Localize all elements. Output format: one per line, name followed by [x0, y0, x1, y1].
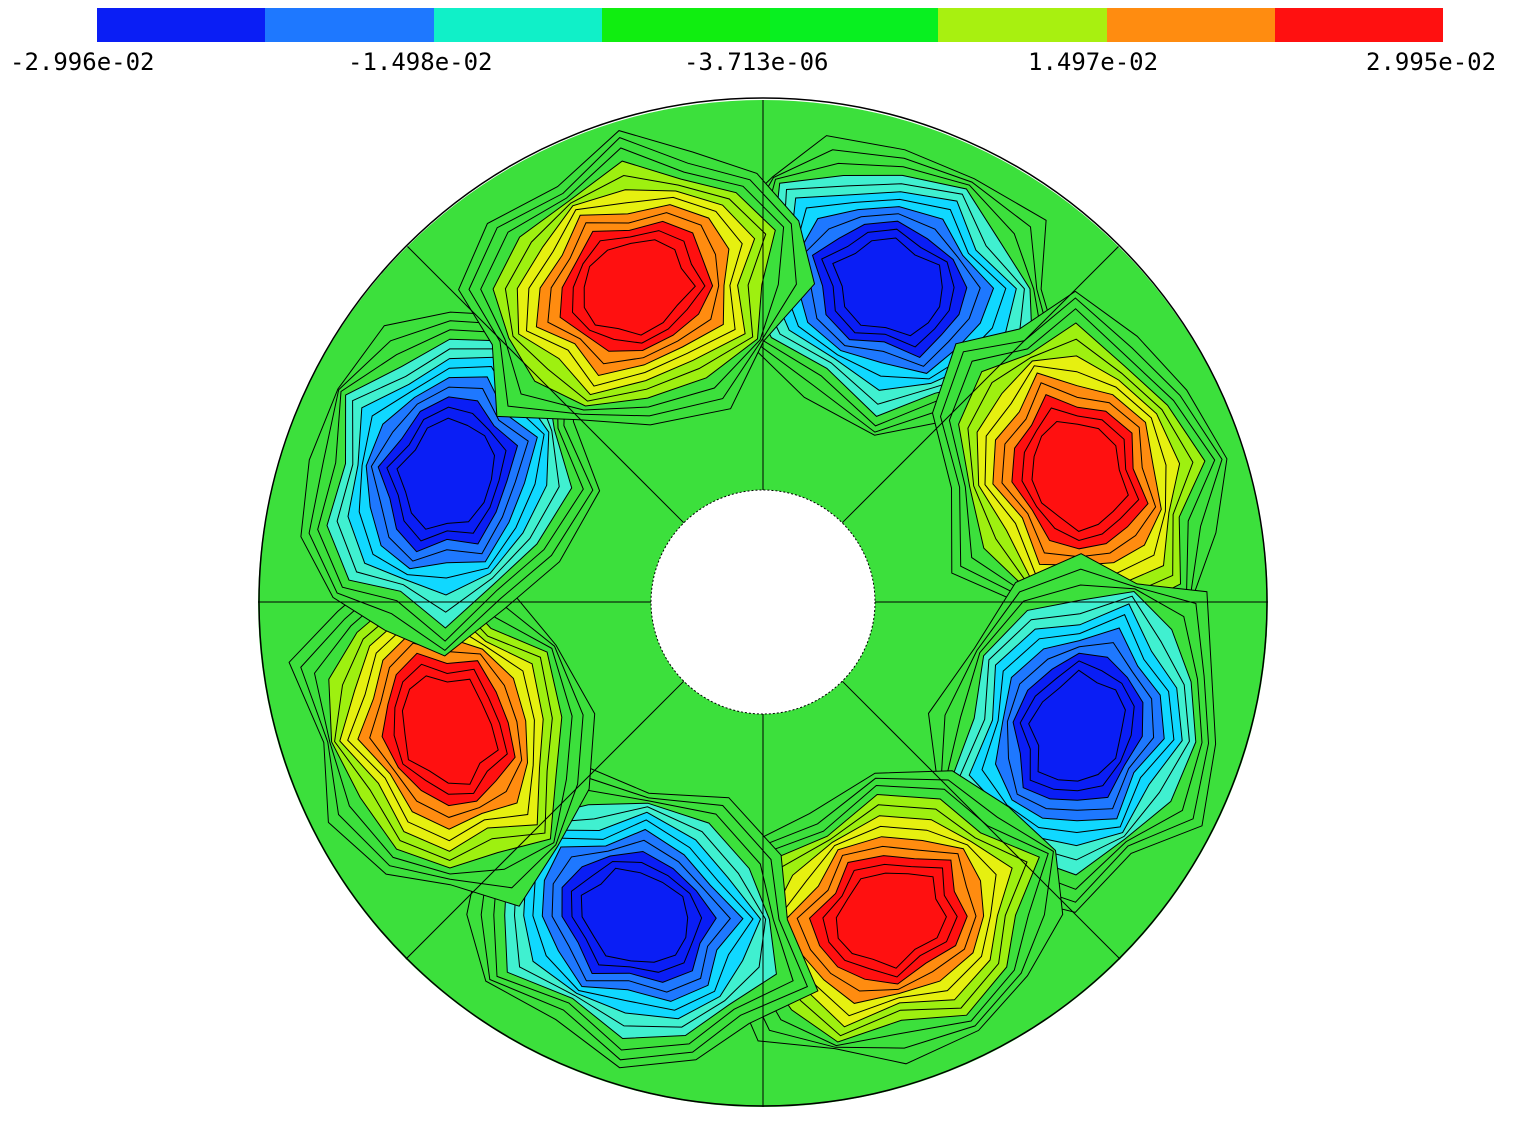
legend-segment-0	[97, 8, 266, 42]
legend-segment-5	[938, 8, 1107, 42]
pole-7-positive	[458, 130, 816, 426]
contour-line	[401, 675, 499, 785]
pole-5-positive	[288, 554, 596, 907]
sector-divider-2	[841, 680, 1121, 960]
sector-divider-lines	[258, 100, 1268, 1107]
contour-line	[832, 237, 943, 337]
contour-line	[1031, 420, 1129, 532]
annulus-outer-edge	[258, 97, 1268, 1107]
contour-line	[835, 872, 947, 969]
legend-segment-6	[1106, 8, 1275, 42]
legend-label-min: -2.996e-02	[10, 48, 155, 76]
annulus-field	[258, 100, 1268, 1107]
legend-segment-2	[433, 8, 602, 42]
color-legend-bar	[97, 8, 1443, 42]
contour-line	[580, 867, 689, 963]
pole-contours	[288, 130, 1228, 1069]
legend-label-max: 2.995e-02	[1366, 48, 1497, 76]
legend-segment-4	[770, 8, 939, 42]
sector-divider-4	[405, 680, 685, 960]
contour-line	[583, 239, 696, 336]
legend-label-mid: -3.713e-06	[684, 48, 829, 76]
color-legend-labels: -2.996e-02 -1.498e-02 -3.713e-06 1.497e-…	[0, 48, 1515, 78]
legend-segment-7	[1274, 8, 1443, 42]
contour-line	[1028, 669, 1126, 782]
legend-label-q3: 1.497e-02	[1028, 48, 1159, 76]
legend-segment-1	[265, 8, 434, 42]
sector-divider-0	[841, 244, 1121, 524]
contour-line	[396, 417, 496, 530]
pole-1-positive	[931, 290, 1228, 651]
sector-divider-6	[405, 244, 685, 524]
legend-segment-3	[601, 8, 770, 42]
center-hole	[650, 489, 876, 715]
legend-label-q1: -1.498e-02	[348, 48, 493, 76]
